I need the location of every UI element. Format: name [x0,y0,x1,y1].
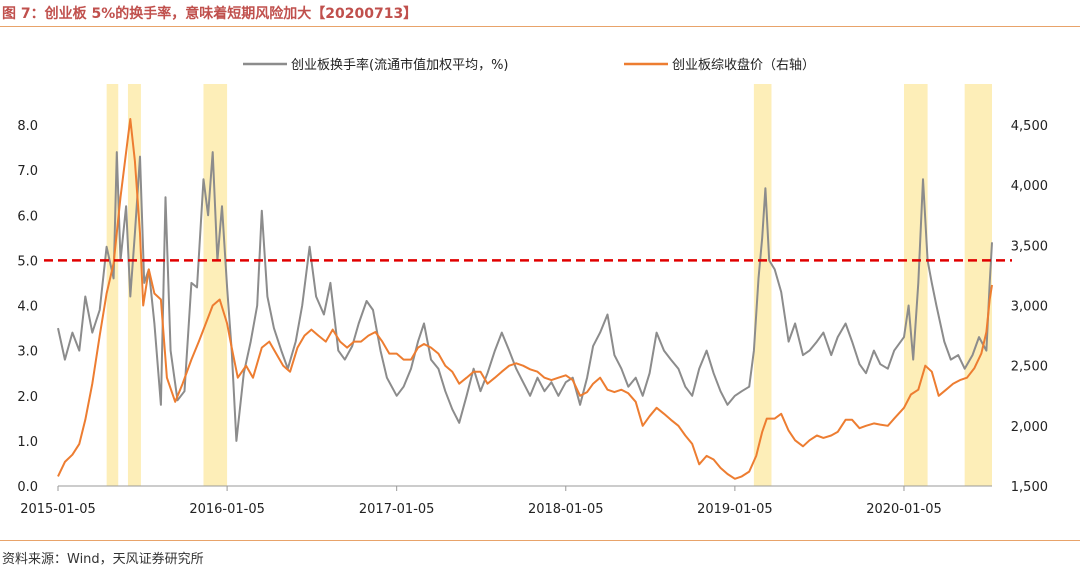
left-tick-label-0: 0.0 [17,480,38,495]
right-tick-label-3: 3,000 [1011,300,1048,315]
left-tick-label-5: 5.0 [17,254,38,269]
right-tick-label-4: 3,500 [1011,239,1048,254]
left-tick-label-2: 2.0 [17,390,38,405]
highlight-bands [106,84,992,486]
left-tick-label-1: 1.0 [17,435,38,450]
x-axis: 2015-01-05 2016-01-05 2017-01-05 2018-01-05… [20,485,992,517]
highlight-band-4 [753,84,772,486]
legend-label-index: 创业板综收盘价（右轴） [672,57,815,73]
highlight-band-1 [106,84,119,486]
legend: 创业板换手率(流通市值加权平均，%) 创业板综收盘价（右轴） [243,57,815,73]
highlight-band-6 [964,84,992,486]
right-tick-label-1: 2,000 [1011,420,1048,435]
highlight-band-3 [203,84,228,486]
x-tick-label-0: 2015-01-05 [20,502,96,517]
dual-axis-line-chart: 0.0 1.0 2.0 3.0 4.0 5.0 6.0 7.0 8.0 1,500 2,000 2,… [17,57,1048,517]
right-tick-label-0: 1,500 [1011,480,1048,495]
x-tick-label-2: 2017-01-05 [359,502,435,517]
right-tick-label-5: 4,000 [1011,179,1048,194]
x-tick-label-4: 2019-01-05 [697,502,773,517]
left-tick-label-4: 4.0 [17,300,38,315]
x-tick-label-1: 2016-01-05 [189,502,265,517]
right-tick-label-6: 4,500 [1011,119,1048,134]
right-axis-ticks: 1,500 2,000 2,500 3,000 3,500 4,000 4,500 [1011,119,1048,495]
chart-title: 图 7：创业板 5%的换手率，意味着短期风险加大【20200713】 [2,6,418,22]
x-tick-label-3: 2018-01-05 [528,502,604,517]
footer-divider [0,540,1080,541]
left-tick-label-8: 8.0 [17,119,38,134]
x-tick-label-5: 2020-01-05 [866,502,942,517]
source-note: 资料来源：Wind，天风证券研究所 [2,552,204,567]
highlight-band-5 [903,84,928,486]
left-tick-label-7: 7.0 [17,164,38,179]
title-divider [0,26,1080,27]
index-series-line [57,118,993,480]
legend-label-turnover: 创业板换手率(流通市值加权平均，%) [291,57,509,73]
left-axis-ticks: 0.0 1.0 2.0 3.0 4.0 5.0 6.0 7.0 8.0 [17,119,38,495]
left-tick-label-3: 3.0 [17,345,38,360]
series-lines [57,118,993,480]
turnover-series-line [57,151,993,442]
right-tick-label-2: 2,500 [1011,360,1048,375]
left-tick-label-6: 6.0 [17,209,38,224]
